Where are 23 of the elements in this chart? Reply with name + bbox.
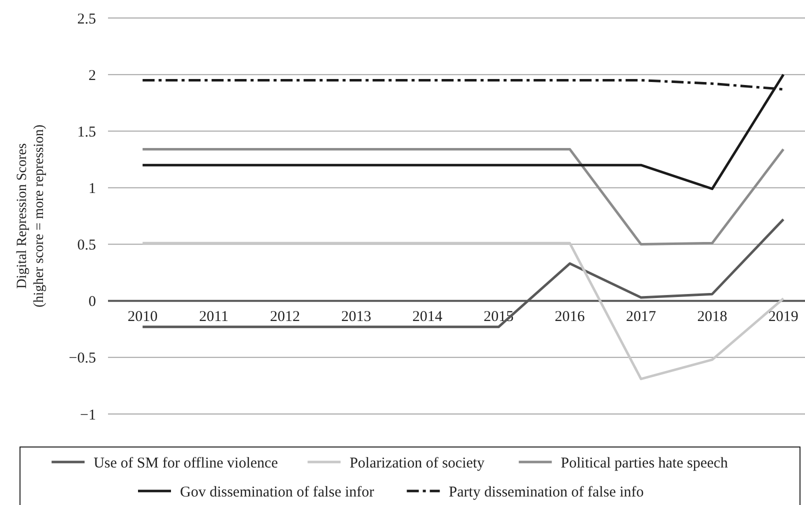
y-tick-label: 2.5 (77, 11, 96, 28)
x-tick-label: 2016 (554, 308, 586, 325)
y-tick-label: 1 (88, 180, 96, 197)
y-axis-title: Digital Repression Scores (higher score = more repression) (15, 124, 47, 308)
legend-label: Polarization of society (350, 455, 486, 472)
x-tick-label: 2019 (768, 308, 798, 325)
legend-label: Political parties hate speech (560, 455, 728, 472)
x-tick-label: 2010 (128, 308, 158, 325)
x-tick-label: 2018 (697, 308, 728, 325)
x-tick-label: 2017 (626, 308, 656, 325)
x-tick-label: 2011 (199, 308, 229, 325)
x-tick-label: 2013 (341, 308, 372, 325)
y-tick-label: 2 (88, 68, 96, 84)
y-tick-label: 0 (88, 294, 96, 310)
y-tick-label: 1.5 (77, 124, 96, 140)
y-tick-label: −1 (80, 407, 96, 424)
legend-label: Use of SM for offline violence (94, 455, 278, 472)
x-tick-label: 2012 (270, 308, 300, 325)
legend-label: Gov dissemination of false infor (180, 484, 374, 500)
legend-label: Party dissemination of false info (448, 484, 644, 500)
y-tick-label: −0.5 (68, 350, 96, 367)
y-tick-label: 0.5 (77, 238, 96, 254)
x-tick-label: 2014 (412, 308, 443, 325)
